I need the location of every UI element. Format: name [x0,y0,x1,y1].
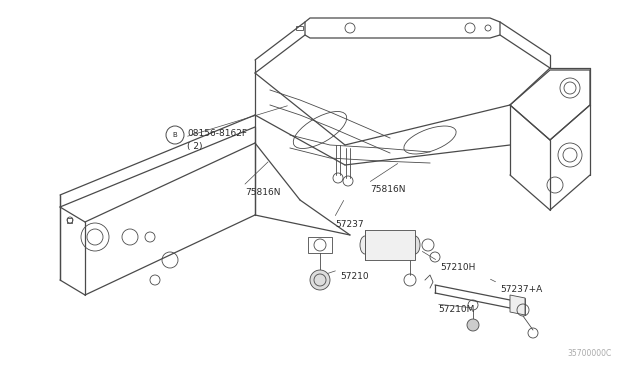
Text: 75816N: 75816N [245,188,280,197]
Text: 57237: 57237 [335,220,364,229]
Text: 08156-8162F: 08156-8162F [187,128,247,138]
Text: 57237+A: 57237+A [500,285,542,294]
Text: 57210: 57210 [340,272,369,281]
Text: 57210H: 57210H [440,263,476,272]
Text: 57210M: 57210M [438,305,474,314]
Text: 35700000C: 35700000C [568,349,612,358]
Polygon shape [510,295,525,315]
Text: 75816N: 75816N [370,185,406,194]
Polygon shape [365,230,415,260]
Text: B: B [173,132,177,138]
Circle shape [310,270,330,290]
Ellipse shape [360,236,370,254]
Ellipse shape [410,236,420,254]
Text: ( 2): ( 2) [187,142,202,151]
Circle shape [467,319,479,331]
